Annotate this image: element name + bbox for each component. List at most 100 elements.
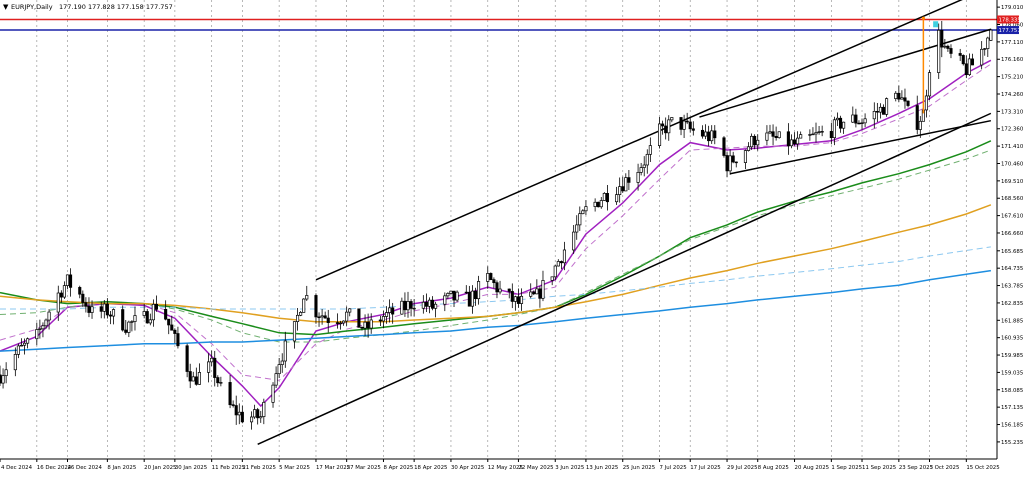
candle-body: [348, 308, 352, 313]
x-tick-label: 18 Apr 2025: [414, 465, 447, 471]
candle-body: [219, 382, 223, 384]
x-tick-label: 12 May 2025: [488, 465, 523, 471]
x-tick-label: 21 Feb 2025: [242, 465, 276, 471]
candle-body: [412, 307, 416, 310]
candle-body: [391, 307, 395, 315]
candle-body: [357, 308, 361, 328]
y-tick-label: 158.085: [1001, 388, 1023, 394]
candle-body: [216, 377, 220, 384]
candle-body: [774, 135, 778, 139]
candle-body: [529, 291, 533, 297]
candle-body: [231, 404, 235, 406]
candle-body: [903, 97, 907, 102]
x-tick-label: 5 Mar 2025: [279, 465, 310, 471]
candle-body: [507, 288, 511, 292]
candle-body: [366, 321, 370, 329]
candle-body: [605, 193, 609, 203]
candle-body: [734, 161, 738, 164]
candle-body: [707, 131, 711, 142]
candle-body: [627, 177, 631, 183]
y-tick-label: 176.160: [1001, 57, 1024, 63]
candle-body: [541, 280, 545, 299]
candle-body: [572, 231, 576, 251]
candle-body: [986, 37, 990, 49]
candle-body: [167, 318, 171, 326]
candle-body: [860, 122, 864, 124]
candle-body: [409, 301, 413, 309]
candle-body: [1, 375, 5, 384]
candle-body: [725, 155, 729, 172]
trend-line[interactable]: [729, 119, 992, 175]
x-tick-label: 8 Apr 2025: [383, 465, 413, 471]
price-tag-label: 178.335: [999, 17, 1021, 23]
candle-body: [642, 164, 646, 168]
candle-body: [842, 121, 846, 129]
trend-line[interactable]: [257, 112, 992, 446]
candle-body: [875, 111, 879, 113]
candle-body: [99, 306, 103, 312]
candle-body: [65, 274, 70, 286]
candle-body: [894, 92, 898, 99]
candle-body: [78, 287, 82, 295]
candle-body: [906, 100, 910, 106]
candle-body: [915, 105, 919, 130]
moving-average-line: [0, 63, 992, 381]
y-tick-label: 168.560: [1001, 196, 1024, 202]
signal-marker: [933, 21, 939, 28]
candle-body: [314, 295, 318, 318]
candle-body: [970, 58, 975, 66]
candle-body: [743, 150, 747, 163]
candle-body: [796, 137, 800, 145]
candle-body: [495, 282, 499, 293]
candle-body: [562, 249, 567, 264]
y-tick-label: 161.885: [1001, 318, 1023, 324]
x-tick-label: 15 Oct 2025: [966, 465, 999, 471]
candle-body: [731, 155, 735, 163]
symbol-menu-icon[interactable]: ▼: [3, 3, 9, 11]
x-tick-label: 23 Sep 2025: [899, 465, 933, 471]
candle-body: [299, 312, 303, 316]
candle-body: [685, 120, 689, 123]
candle-body: [602, 193, 606, 201]
candle-body: [342, 320, 346, 324]
x-tick-label: 11 Feb 2025: [212, 465, 246, 471]
candle-body: [777, 131, 781, 139]
candle-body: [771, 131, 775, 137]
candle-body: [832, 119, 836, 139]
y-tick-label: 159.035: [1001, 370, 1023, 376]
candle-body: [900, 97, 904, 100]
candle-body: [498, 288, 502, 293]
candle-body: [516, 296, 520, 304]
candle-body: [593, 201, 597, 207]
x-tick-label: 30 Apr 2025: [451, 465, 484, 471]
candle-body: [191, 376, 195, 382]
candle-body: [234, 405, 238, 416]
candle-body: [670, 117, 674, 121]
candle-body: [237, 411, 241, 416]
x-tick-label: 13 Jun 2025: [586, 465, 618, 471]
candle-body: [338, 322, 343, 325]
candle-body: [636, 172, 640, 183]
candle-body: [464, 291, 468, 294]
candle-body: [964, 63, 968, 76]
candle-body: [829, 131, 833, 139]
candle-body: [704, 131, 708, 137]
candle-body: [949, 48, 953, 54]
candle-body: [765, 132, 769, 141]
trend-line[interactable]: [315, 0, 969, 281]
candle-body: [599, 200, 603, 208]
candle-body: [940, 29, 944, 48]
y-tick-label: 173.310: [1001, 109, 1024, 115]
candle-body: [323, 315, 327, 319]
candle-body: [127, 321, 131, 333]
y-tick-label: 171.410: [1001, 144, 1024, 150]
candle-body: [102, 303, 106, 312]
candle-body: [513, 296, 517, 302]
y-tick-label: 162.835: [1001, 301, 1023, 307]
moving-average-line: [0, 269, 992, 352]
symbol-label: EURJPY,Daily: [11, 3, 53, 11]
candle-body: [345, 311, 349, 322]
candle-body: [664, 125, 668, 134]
